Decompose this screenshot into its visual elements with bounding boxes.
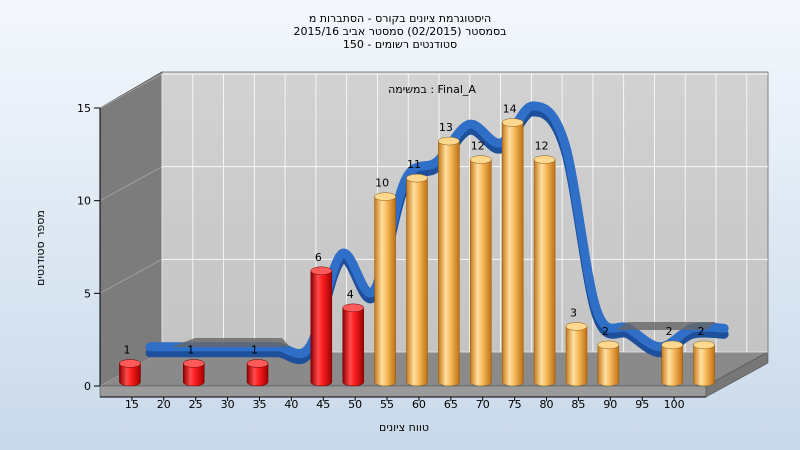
- x-tick-label: 95: [635, 398, 649, 411]
- bar-value-label: 12: [535, 140, 549, 153]
- bar: [310, 266, 333, 387]
- title-line-3: סטודנטים רשומים - 150: [343, 38, 457, 51]
- bar-value-label: 13: [439, 121, 453, 134]
- x-tick-label: 85: [571, 398, 585, 411]
- curve-ribbon-shadow: [145, 107, 729, 365]
- bar: [661, 340, 683, 387]
- x-tick-label: 60: [412, 398, 426, 411]
- bar: [406, 173, 428, 387]
- grid-line-side: [99, 258, 163, 294]
- bar-value-label: 3: [570, 306, 577, 319]
- bar: [565, 322, 588, 387]
- bar-value-label: 1: [123, 343, 130, 356]
- bar: [438, 136, 460, 387]
- bar-value-label: 2: [602, 325, 609, 338]
- bar-value-label: 12: [471, 140, 485, 153]
- bar-value-label: 2: [698, 325, 705, 338]
- y-tick-label: 5: [84, 287, 91, 300]
- x-tick-label: 20: [157, 398, 171, 411]
- y-tick-label: 10: [77, 195, 91, 208]
- bar-value-label: 1: [251, 343, 258, 356]
- x-tick-label: 30: [221, 398, 235, 411]
- assignment-annotation: במשימה : Final_A: [388, 83, 476, 96]
- x-axis-label: טווח ציונים: [379, 421, 429, 434]
- plot-front-edge: [99, 385, 707, 398]
- x-tick-label: 75: [508, 398, 522, 411]
- y-tick-label: 15: [77, 102, 91, 115]
- bar: [246, 359, 269, 387]
- y-axis: 0 5 10 15: [77, 102, 101, 393]
- x-tick-label: 55: [380, 398, 394, 411]
- grid-line-side: [99, 166, 163, 202]
- chart-title: היסטוגרמת ציונים בקורס - הסתברות מ בסמסט…: [293, 12, 506, 51]
- bar-value-label: 1: [187, 343, 194, 356]
- distribution-curve: [145, 101, 729, 365]
- bar-value-label: 10: [375, 177, 389, 190]
- bar: [597, 340, 620, 387]
- title-line-1: היסטוגרמת ציונים בקורס - הסתברות מ: [309, 12, 491, 25]
- bar-value-label: 2: [666, 325, 673, 338]
- x-tick-label: 35: [252, 398, 266, 411]
- x-tick-label: 25: [189, 398, 203, 411]
- plot-back-wall: [161, 71, 769, 353]
- bar: [693, 340, 715, 387]
- title-line-2: בסמסטר (02/2015) סמסטר אביב 2015/16: [293, 25, 506, 38]
- floor-plate-left: [171, 338, 290, 347]
- x-tick-label: 15: [125, 398, 139, 411]
- bar: [342, 303, 364, 387]
- x-tick-label: 65: [444, 398, 458, 411]
- x-tick-label: 90: [603, 398, 617, 411]
- x-tick-label: 100: [664, 398, 685, 411]
- bar-value-label: 11: [407, 158, 421, 171]
- bar-value-label: 14: [503, 103, 517, 116]
- x-axis: 15 20 25 30 35 40 45 50 55 60 65 70 75 80 85 90 95 100: [100, 396, 706, 411]
- grid-line-side: [99, 73, 163, 109]
- bar: [470, 155, 492, 387]
- bar-value-label: 6: [315, 251, 322, 264]
- bar: [533, 155, 556, 387]
- x-tick-label: 80: [540, 398, 554, 411]
- bar: [182, 359, 205, 387]
- x-tick-label: 70: [476, 398, 490, 411]
- y-axis-label: מספר סטודנטים: [34, 210, 47, 286]
- bar: [119, 359, 141, 387]
- x-tick-label: 50: [348, 398, 362, 411]
- floor-plate-right: [616, 322, 716, 330]
- plot-left-wall: [99, 71, 163, 387]
- bar-value-label: 4: [347, 288, 354, 301]
- plot-right-edge: [705, 351, 769, 398]
- bar: [374, 192, 396, 387]
- x-tick-label: 45: [316, 398, 330, 411]
- y-tick-label: 0: [84, 380, 91, 393]
- x-tick-label: 40: [284, 398, 298, 411]
- bar: [501, 118, 524, 387]
